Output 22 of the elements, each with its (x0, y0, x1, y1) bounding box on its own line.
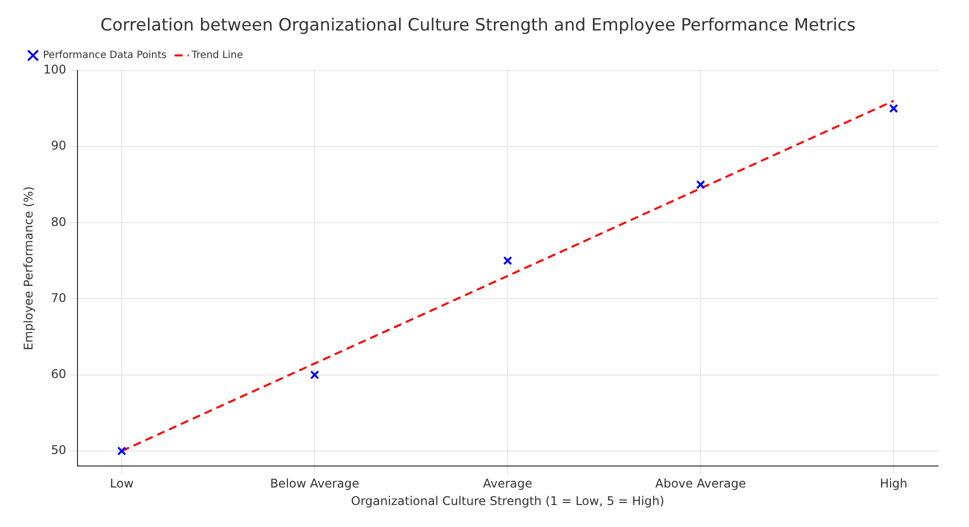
x-tick-label: High (880, 476, 908, 491)
y-tick-label: 90 (51, 138, 66, 153)
x-tick-label: Above Average (655, 476, 746, 491)
y-tick-label: 100 (43, 62, 66, 77)
y-axis-title: Employee Performance (%) (21, 186, 36, 350)
chart-title: Correlation between Organizational Culture Strength and Employee Performance Metrics (100, 16, 856, 36)
y-tick-label: 80 (51, 214, 66, 229)
point (889, 104, 898, 113)
y-tick-label: 60 (51, 366, 66, 381)
line-series (120, 100, 895, 452)
x-tick-label: Low (110, 476, 134, 491)
point (117, 446, 126, 456)
legend-label: Performance Data Points (43, 50, 167, 61)
x-axis-title: Organizational Culture Strength (1 = Low, 5 = High) (351, 494, 664, 508)
y-tick-label: 70 (51, 290, 66, 305)
point (310, 370, 320, 380)
y-tick-label: 50 (51, 443, 66, 458)
legend-label: Trend Line (190, 50, 244, 61)
point (503, 256, 512, 266)
point (696, 180, 706, 190)
x-tick-label: Below Average (270, 476, 360, 491)
x-tick-label: Average (483, 476, 532, 491)
